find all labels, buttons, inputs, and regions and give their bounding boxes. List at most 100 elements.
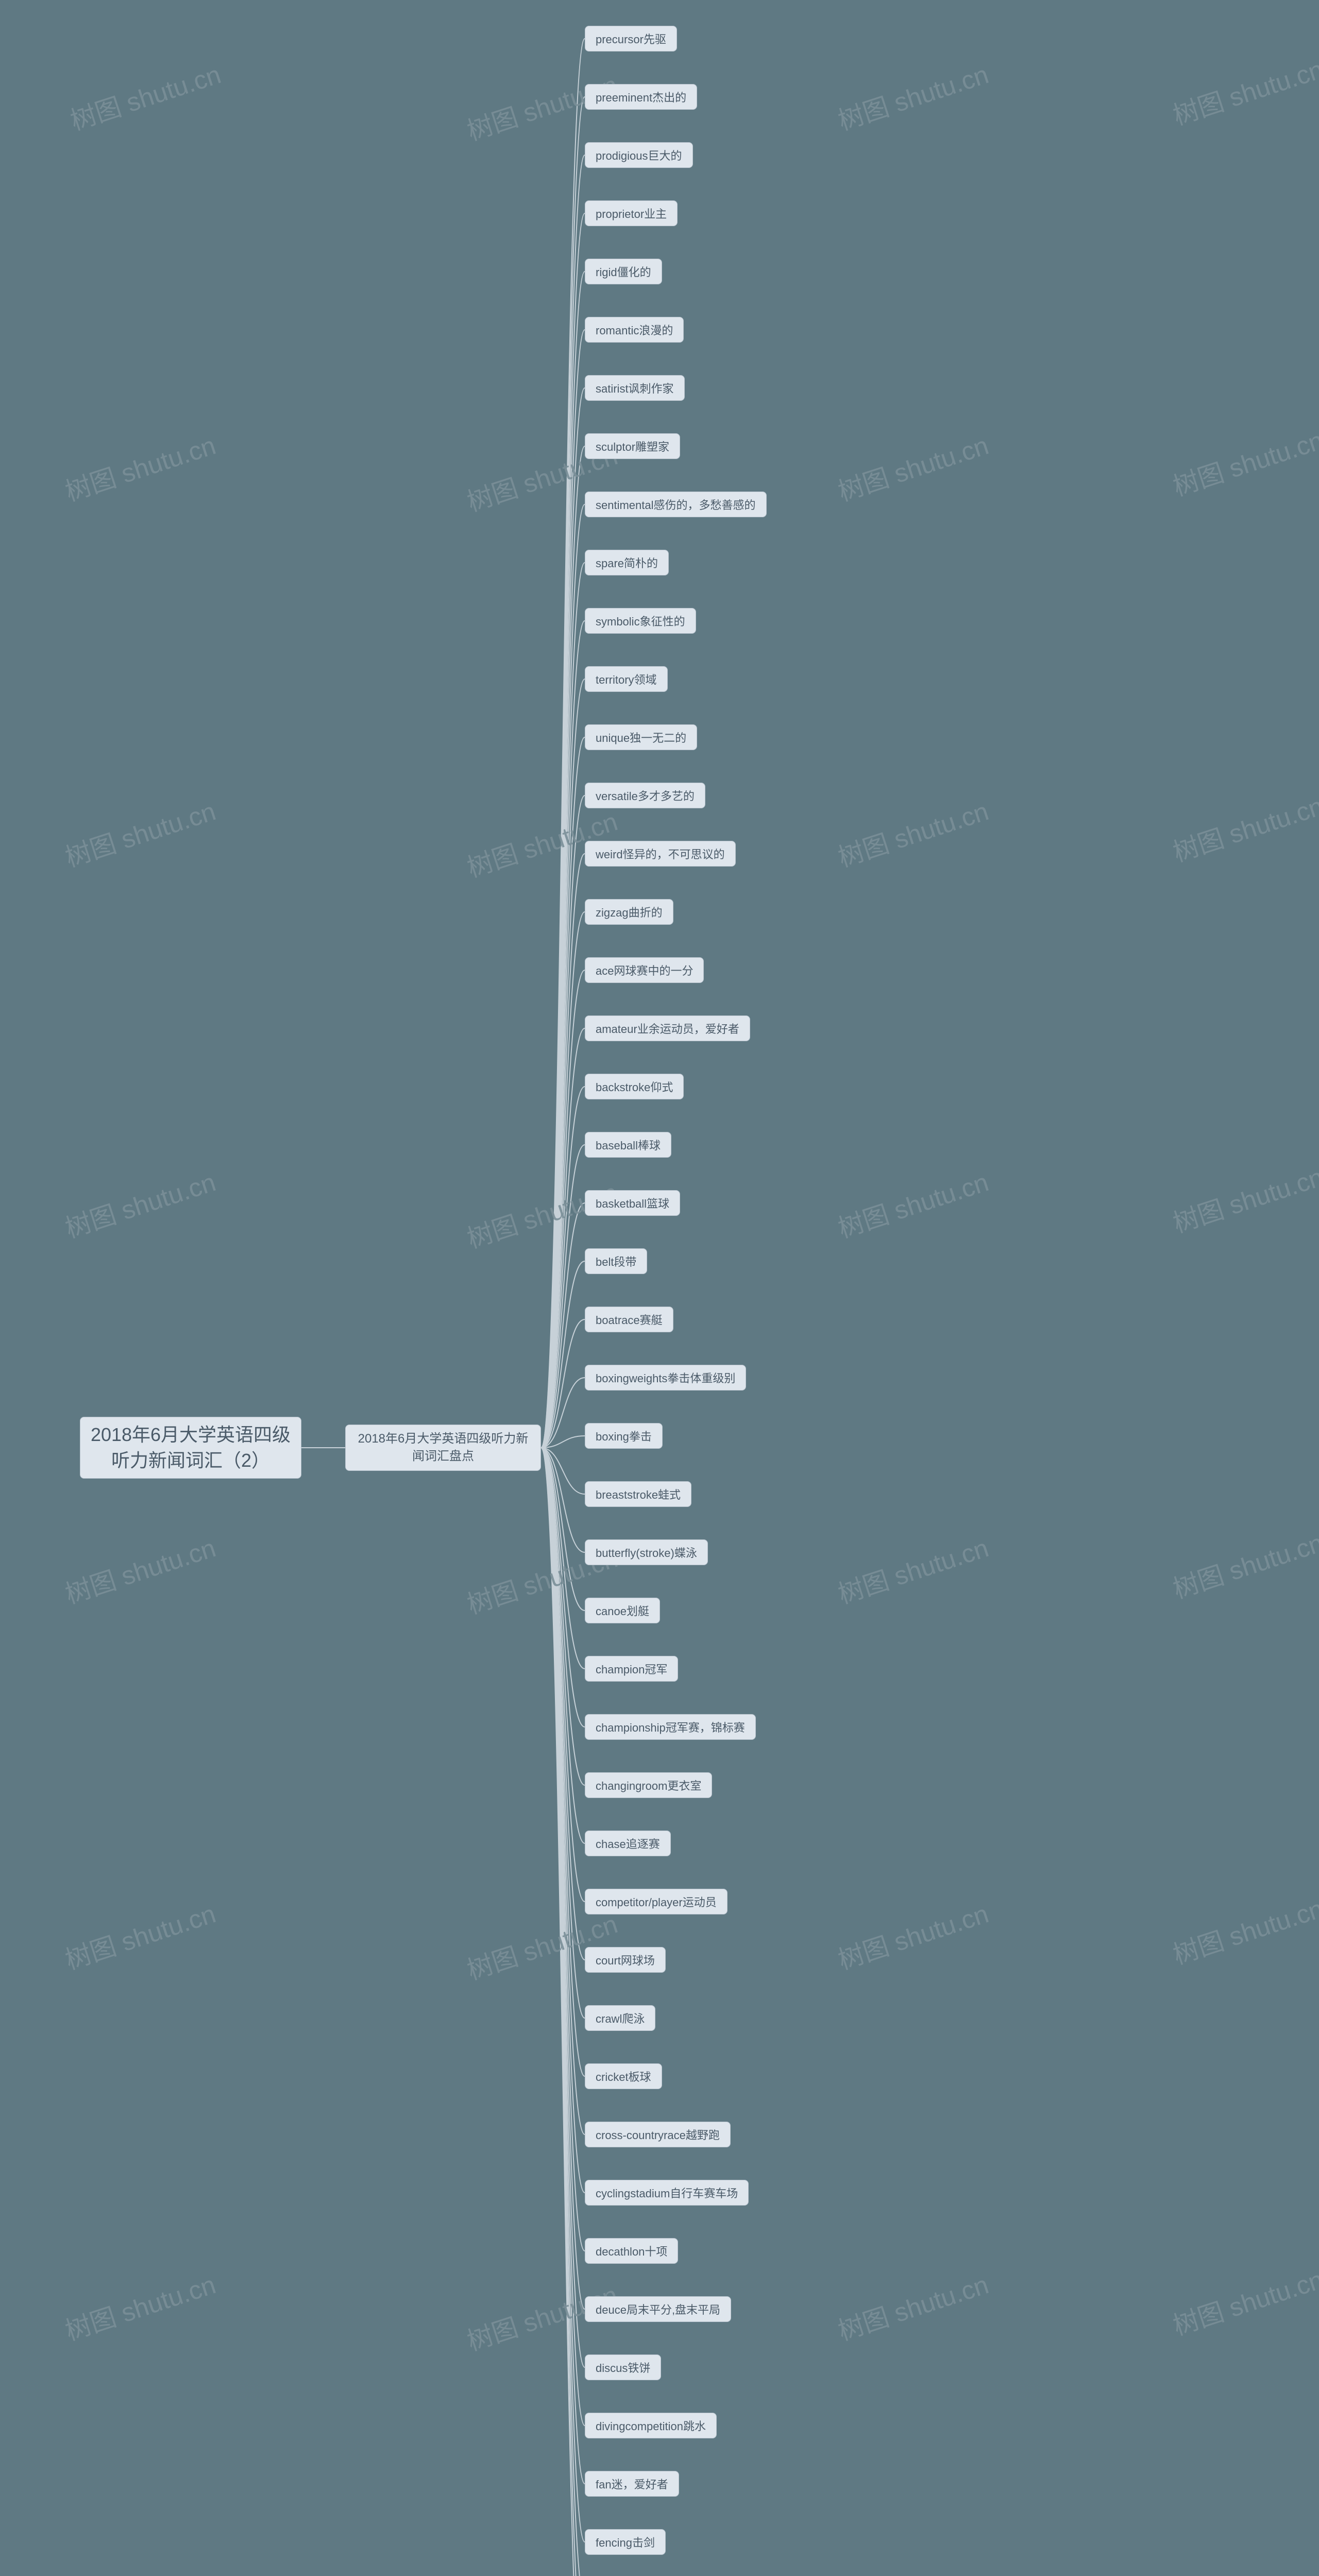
leaf-node[interactable]: decathlon十项 [585, 2238, 678, 2264]
sub-node[interactable]: 2018年6月大学英语四级听力新闻词汇盘点 [345, 1425, 541, 1471]
leaf-label: baseball棒球 [596, 1137, 661, 1153]
leaf-label: boxing拳击 [596, 1428, 652, 1444]
leaf-node[interactable]: basketball篮球 [585, 1190, 680, 1216]
leaf-node[interactable]: sculptor雕塑家 [585, 433, 680, 459]
leaf-label: cyclingstadium自行车赛车场 [596, 2184, 738, 2201]
watermark-text: 树图 shutu.cn [1168, 420, 1319, 503]
leaf-node[interactable]: satirist讽刺作家 [585, 375, 685, 401]
leaf-node[interactable]: crawl爬泳 [585, 2005, 655, 2031]
leaf-node[interactable]: fan迷，爱好者 [585, 2471, 679, 2497]
leaf-node[interactable]: unique独一无二的 [585, 724, 697, 750]
leaf-node[interactable]: breaststroke蛙式 [585, 1481, 691, 1507]
leaf-label: belt段带 [596, 1253, 636, 1269]
watermark-text: 树图 shutu.cn [1168, 1522, 1319, 1606]
leaf-label: divingcompetition跳水 [596, 2417, 706, 2434]
watermark-text: 树图 shutu.cn [1168, 49, 1319, 132]
leaf-label: preeminent杰出的 [596, 89, 686, 105]
leaf-node[interactable]: champion冠军 [585, 1656, 678, 1682]
leaf-node[interactable]: precursor先驱 [585, 26, 677, 52]
leaf-label: breaststroke蛙式 [596, 1486, 681, 1502]
leaf-label: sculptor雕塑家 [596, 438, 669, 454]
leaf-node[interactable]: boxing拳击 [585, 1423, 663, 1449]
leaf-node[interactable]: cyclingstadium自行车赛车场 [585, 2180, 749, 2206]
leaf-node[interactable]: weird怪异的，不可思议的 [585, 841, 736, 867]
watermark-text: 树图 shutu.cn [462, 1904, 621, 1987]
leaf-label: versatile多才多艺的 [596, 787, 695, 804]
leaf-node[interactable]: backstroke仰式 [585, 1074, 684, 1099]
leaf-label: canoe划艇 [596, 1602, 649, 1619]
leaf-node[interactable]: baseball棒球 [585, 1132, 671, 1158]
leaf-label: basketball篮球 [596, 1195, 669, 1211]
leaf-node[interactable]: proprietor业主 [585, 200, 678, 226]
watermark-text: 树图 shutu.cn [65, 54, 225, 138]
leaf-node[interactable]: fencing击剑 [585, 2529, 666, 2555]
leaf-node[interactable]: discus铁饼 [585, 2354, 661, 2380]
watermark-text: 树图 shutu.cn [1168, 786, 1319, 869]
leaf-label: decathlon十项 [596, 2243, 667, 2259]
leaf-node[interactable]: boatrace赛艇 [585, 1307, 673, 1332]
leaf-node[interactable]: spare简朴的 [585, 550, 669, 575]
leaf-label: chase追逐赛 [596, 1835, 660, 1852]
leaf-label: territory领域 [596, 671, 657, 687]
sub-label: 2018年6月大学英语四级听力新闻词汇盘点 [355, 1430, 531, 1465]
leaf-label: backstroke仰式 [596, 1078, 673, 1095]
leaf-node[interactable]: chase追逐赛 [585, 1831, 671, 1856]
watermark-text: 树图 shutu.cn [1168, 1157, 1319, 1240]
watermark-text: 树图 shutu.cn [833, 1162, 992, 1245]
leaf-node[interactable]: sentimental感伤的，多愁善感的 [585, 492, 767, 517]
leaf-node[interactable]: butterfly(stroke)蝶泳 [585, 1539, 708, 1565]
leaf-label: competitor/player运动员 [596, 1893, 717, 1910]
leaf-node[interactable]: prodigious巨大的 [585, 142, 693, 168]
leaf-label: symbolic象征性的 [596, 613, 685, 629]
leaf-label: fencing击剑 [596, 2534, 655, 2550]
root-node[interactable]: 2018年6月大学英语四级听力新闻词汇（2） [80, 1417, 301, 1479]
leaf-node[interactable]: canoe划艇 [585, 1598, 660, 1623]
watermark-text: 树图 shutu.cn [60, 1893, 219, 1977]
leaf-node[interactable]: zigzag曲折的 [585, 899, 673, 925]
leaf-node[interactable]: versatile多才多艺的 [585, 783, 705, 808]
leaf-node[interactable]: belt段带 [585, 1248, 647, 1274]
leaf-node[interactable]: cricket板球 [585, 2063, 662, 2089]
leaf-label: ace网球赛中的一分 [596, 962, 693, 978]
leaf-node[interactable]: competitor/player运动员 [585, 1889, 728, 1914]
watermark-text: 树图 shutu.cn [60, 425, 219, 509]
leaf-node[interactable]: territory领域 [585, 666, 668, 692]
leaf-label: sentimental感伤的，多愁善感的 [596, 496, 756, 513]
watermark-text: 树图 shutu.cn [833, 1893, 992, 1977]
leaf-label: discus铁饼 [596, 2359, 650, 2376]
leaf-node[interactable]: championship冠军赛，锦标赛 [585, 1714, 756, 1740]
watermark-text: 树图 shutu.cn [833, 791, 992, 874]
leaf-node[interactable]: symbolic象征性的 [585, 608, 696, 634]
watermark-text: 树图 shutu.cn [833, 54, 992, 138]
leaf-node[interactable]: amateur业余运动员，爱好者 [585, 1015, 750, 1041]
leaf-label: fan迷，爱好者 [596, 2476, 668, 2492]
leaf-label: satirist讽刺作家 [596, 380, 674, 396]
leaf-label: amateur业余运动员，爱好者 [596, 1020, 739, 1037]
leaf-node[interactable]: divingcompetition跳水 [585, 2413, 717, 2438]
watermark-text: 树图 shutu.cn [833, 425, 992, 509]
leaf-label: cross-countryrace越野跑 [596, 2126, 720, 2143]
leaf-node[interactable]: cross-countryrace越野跑 [585, 2122, 731, 2147]
watermark-text: 树图 shutu.cn [1168, 1888, 1319, 1972]
leaf-label: spare简朴的 [596, 554, 658, 571]
leaf-label: cricket板球 [596, 2068, 651, 2084]
leaf-label: rigid僵化的 [596, 263, 651, 280]
leaf-node[interactable]: boxingweights拳击体重级别 [585, 1365, 746, 1391]
leaf-node[interactable]: changingroom更衣室 [585, 1772, 712, 1798]
leaf-label: butterfly(stroke)蝶泳 [596, 1544, 697, 1561]
watermark-text: 树图 shutu.cn [60, 791, 219, 874]
leaf-node[interactable]: court网球场 [585, 1947, 666, 1973]
leaf-label: champion冠军 [596, 1660, 667, 1677]
watermark-text: 树图 shutu.cn [60, 1162, 219, 1245]
leaf-label: unique独一无二的 [596, 729, 686, 745]
watermark-text: 树图 shutu.cn [833, 2264, 992, 2348]
leaf-node[interactable]: preeminent杰出的 [585, 84, 697, 110]
leaf-label: precursor先驱 [596, 30, 666, 47]
watermark-text: 树图 shutu.cn [1168, 2259, 1319, 2343]
leaf-node[interactable]: deuce局末平分,盘末平局 [585, 2296, 731, 2322]
leaf-node[interactable]: ace网球赛中的一分 [585, 957, 704, 983]
leaf-node[interactable]: rigid僵化的 [585, 259, 662, 284]
watermark-text: 树图 shutu.cn [60, 1528, 219, 1611]
leaf-label: boxingweights拳击体重级别 [596, 1369, 735, 1386]
leaf-node[interactable]: romantic浪漫的 [585, 317, 684, 343]
